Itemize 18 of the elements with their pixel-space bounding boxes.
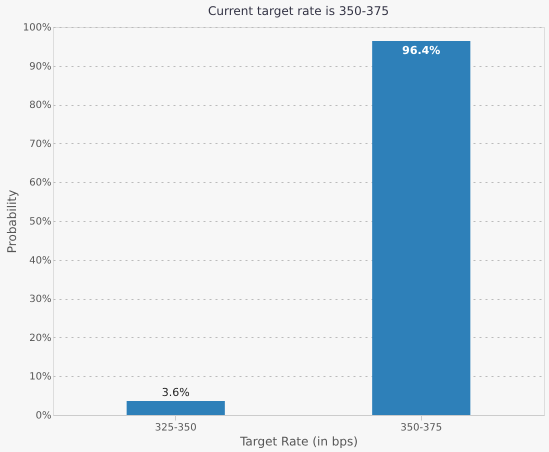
y-tick-label: 90% — [29, 61, 52, 72]
y-tick-label: 80% — [29, 100, 52, 112]
y-tick-label: 20% — [29, 332, 52, 344]
y-tick-label: 0% — [36, 410, 52, 422]
data-label: 96.4% — [402, 44, 440, 57]
y-tick-label: 30% — [29, 294, 52, 306]
y-tick-label: 50% — [29, 216, 52, 228]
y-tick-label: 10% — [29, 372, 52, 383]
y-tick-label: 40% — [29, 255, 52, 266]
y-tick-label: 70% — [29, 138, 52, 150]
data-label: 3.6% — [162, 386, 190, 400]
x-tick-label: 325-350 — [154, 422, 197, 434]
x-axis-title: Target Rate (in bps) — [239, 434, 358, 448]
y-axis-title: Probability — [4, 190, 19, 254]
y-tick-label: 100% — [22, 22, 52, 34]
chart-title: Current target rate is 350-375 — [208, 4, 389, 18]
y-tick-label: 60% — [29, 178, 52, 189]
x-tick-label: 350-375 — [400, 422, 442, 434]
